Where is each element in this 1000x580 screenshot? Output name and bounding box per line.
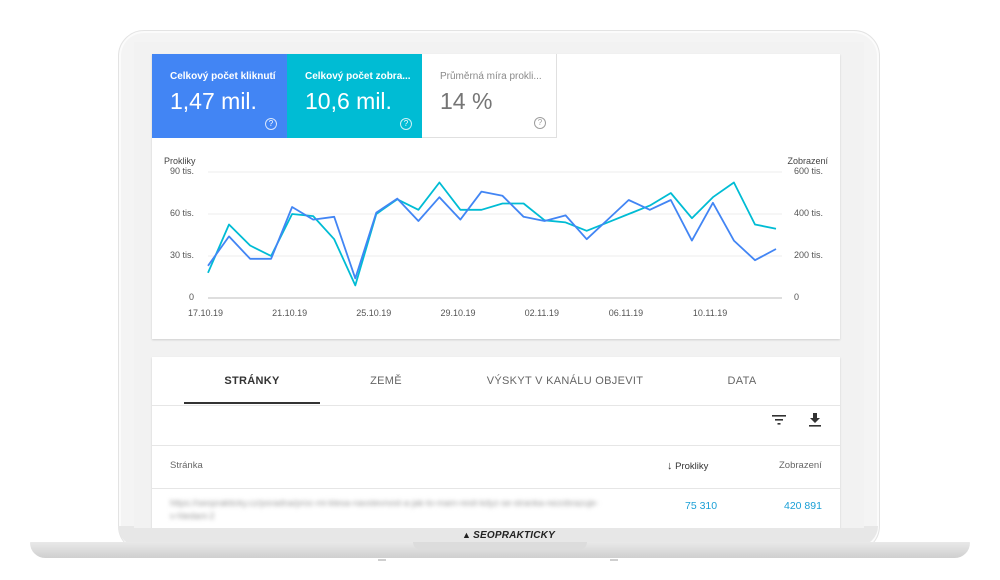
x-axis-tick-label: 02.11.19: [524, 308, 559, 318]
x-axis-tick-label: 21.10.19: [272, 308, 308, 318]
tab-data[interactable]: DATA: [727, 375, 757, 387]
brand-text: SEOPRAKTICKY: [473, 530, 555, 541]
x-axis-tick-label: 06.11.19: [608, 308, 644, 318]
left-axis-tick-label: 0: [188, 292, 194, 302]
filter-icon[interactable]: [772, 413, 786, 430]
metric-total-impressions[interactable]: Celkový počet zobra... 10,6 mil. ?: [287, 54, 422, 138]
metric-label: Celkový počet zobra...: [305, 71, 411, 82]
metric-total-clicks[interactable]: Celkový počet kliknutí 1,47 mil. ?: [152, 54, 287, 138]
column-header-impressions[interactable]: Zobrazení: [779, 460, 822, 471]
right-axis-tick-label: 400 tis.: [794, 208, 824, 218]
tabs-divider: [152, 405, 840, 406]
laptop-bezel: [118, 526, 878, 546]
active-tab-indicator: [184, 402, 320, 404]
x-axis-tick-label: 29.10.19: [440, 308, 476, 318]
laptop-foot: [610, 559, 618, 561]
arrow-down-icon: ↓: [667, 460, 673, 472]
help-circle-icon[interactable]: ?: [400, 118, 412, 130]
x-axis-tick-label: 17.10.19: [188, 308, 224, 318]
download-icon[interactable]: [809, 413, 821, 431]
x-axis-tick-label: 25.10.19: [356, 308, 392, 318]
tab-discover[interactable]: VÝSKYT V KANÁLU OBJEVIT: [486, 375, 644, 387]
right-axis-title: Zobrazení: [787, 156, 828, 166]
metric-label: Průměrná míra prokli...: [440, 71, 542, 82]
left-axis-tick-label: 30 tis.: [169, 250, 194, 260]
metric-label: Celkový počet kliknutí: [170, 71, 276, 82]
column-header-page[interactable]: Stránka: [170, 460, 203, 471]
series-line-impressions: [207, 181, 777, 287]
left-axis-tick-label: 90 tis.: [169, 166, 194, 176]
column-header-clicks-label: Prokliky: [675, 461, 709, 472]
header-divider: [152, 488, 840, 489]
laptop-notch: [413, 542, 587, 550]
table-row-clicks: 75 310: [685, 500, 718, 512]
performance-card: Celkový počet kliknutí 1,47 mil. ? Celko…: [152, 54, 840, 339]
metric-value: 1,47 mil.: [170, 88, 257, 114]
laptop-base: [30, 542, 970, 558]
performance-chart: [207, 171, 782, 299]
x-axis-tick-label: 10.11.19: [692, 308, 728, 318]
laptop-screen: Celkový počet kliknutí 1,47 mil. ? Celko…: [134, 42, 864, 528]
toolbar-divider: [152, 445, 840, 446]
column-header-clicks[interactable]: ↓ Prokliky: [667, 460, 708, 472]
right-axis-tick-label: 0: [794, 292, 800, 302]
help-circle-icon[interactable]: ?: [265, 118, 277, 130]
table-row-impressions: 420 891: [784, 500, 822, 512]
right-axis-tick-label: 600 tis.: [794, 166, 824, 176]
metric-value: 14 %: [440, 88, 493, 114]
brand-logo: ▲ SEOPRAKTICKY: [462, 530, 555, 541]
tab-pages[interactable]: STRÁNKY: [224, 375, 280, 387]
laptop-foot: [378, 559, 386, 561]
details-card: STRÁNKY ZEMĚ VÝSKYT V KANÁLU OBJEVIT DAT…: [152, 357, 840, 528]
left-axis-title: Prokliky: [164, 156, 196, 166]
series-line-clicks: [207, 190, 777, 280]
left-axis-tick-label: 60 tis.: [169, 208, 194, 218]
metric-average-ctr[interactable]: Průměrná míra prokli... 14 % ?: [422, 54, 557, 138]
tab-countries[interactable]: ZEMĚ: [370, 375, 402, 387]
table-row-url[interactable]: https://seoprakticky.cz/poradna/proc-mi-…: [170, 498, 599, 521]
right-axis-tick-label: 200 tis.: [794, 250, 824, 260]
help-circle-icon[interactable]: ?: [534, 117, 546, 129]
metric-value: 10,6 mil.: [305, 88, 392, 114]
